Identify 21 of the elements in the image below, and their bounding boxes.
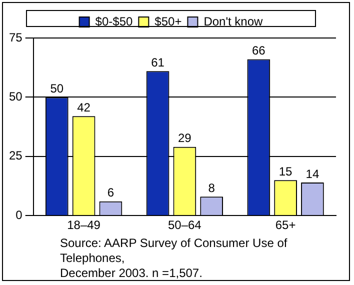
source-note: Source: AARP Survey of Consumer Use of Telephones, [60, 236, 288, 266]
data-label: 8 [208, 180, 216, 195]
y-tick-label: 75 [8, 30, 23, 44]
data-label: 61 [151, 55, 165, 70]
data-label: 66 [252, 44, 266, 58]
text: December 2003. n =1,507. [60, 266, 204, 281]
data-label: 15 [278, 164, 293, 178]
legend-label: $0-$50 [95, 14, 133, 28]
legend-label: Don't know [204, 14, 264, 28]
x-tick-label: 18–49 [67, 218, 101, 232]
y-tick-label: 0 [16, 208, 23, 222]
data-label: 29 [178, 131, 192, 146]
data-label: 6 [107, 186, 114, 200]
legend-label: $50+ [154, 14, 182, 28]
y-tick-label: 50 [8, 90, 23, 104]
data-label: 42 [77, 100, 91, 114]
y-tick-label: 25 [8, 148, 23, 163]
data-label: 14 [306, 166, 320, 181]
data-label: 50 [50, 82, 64, 96]
x-tick-label: 50–64 [168, 218, 202, 232]
x-tick-label: 65+ [275, 218, 296, 232]
